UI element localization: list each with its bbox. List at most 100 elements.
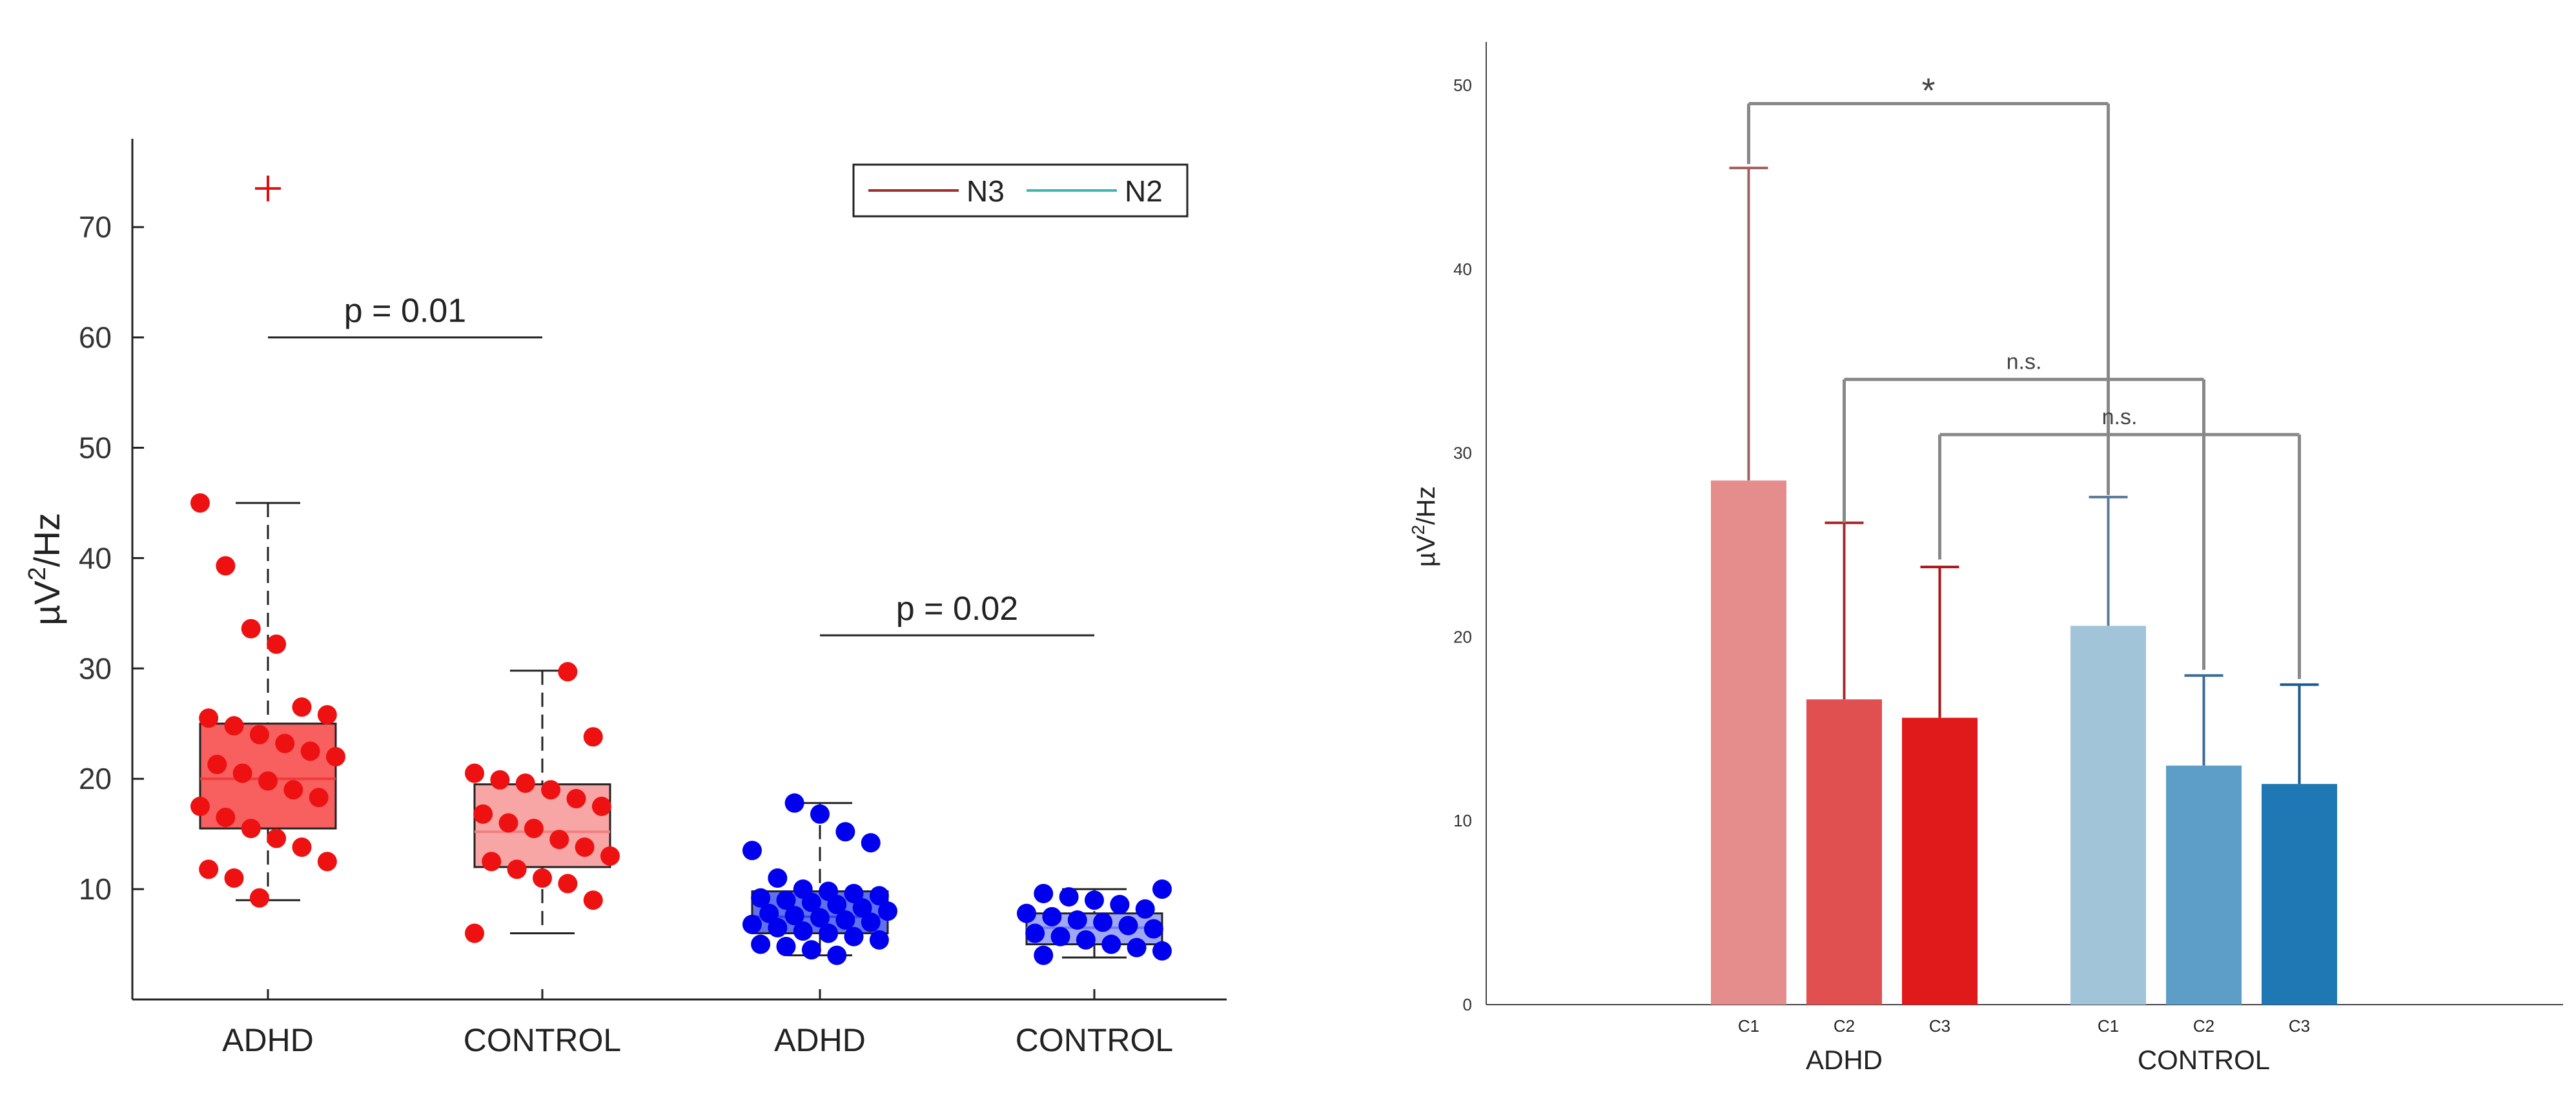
data-point (801, 892, 821, 912)
data-point (566, 788, 586, 808)
bar (1806, 699, 1882, 1005)
data-point (292, 837, 312, 857)
data-point (1152, 879, 1172, 899)
data-point (1093, 912, 1113, 932)
data-point (317, 852, 337, 872)
bar (1711, 480, 1786, 1005)
data-point (216, 808, 236, 828)
p-value-label: p = 0.02 (896, 590, 1018, 628)
y-tick-label: 10 (79, 872, 112, 906)
y-tick-label: 70 (79, 210, 112, 244)
y-tick-label: 30 (1453, 444, 1472, 463)
data-point (498, 813, 518, 833)
box-3 (1017, 879, 1172, 965)
data-point (768, 917, 788, 937)
data-point (515, 773, 535, 794)
data-point (190, 493, 210, 513)
bar-category-label: C3 (1929, 1016, 1950, 1036)
data-point (241, 819, 261, 839)
data-point (759, 903, 779, 923)
significance-bracket: * (1747, 71, 2110, 495)
data-point (583, 727, 603, 747)
data-point (1067, 910, 1087, 930)
bar (2070, 626, 2146, 1005)
y-label-sup: 2 (24, 567, 51, 580)
legend-label: N3 (966, 174, 1005, 208)
data-point (784, 793, 804, 813)
data-point (793, 921, 813, 941)
bar-group-control: C1 C2 C3 (2070, 495, 2337, 1036)
data-point (224, 716, 244, 736)
data-point (1152, 941, 1172, 961)
data-point (249, 888, 269, 908)
data-point (861, 833, 881, 853)
data-point (300, 741, 320, 761)
data-point (524, 819, 544, 839)
data-point (1034, 883, 1054, 903)
data-point (844, 927, 864, 947)
box-1 (465, 662, 620, 943)
bar (2262, 784, 2337, 1005)
data-point (1110, 895, 1130, 915)
data-point (869, 930, 889, 950)
data-point (283, 780, 303, 800)
y-tick-label: 50 (1453, 76, 1472, 95)
data-point (224, 868, 244, 888)
data-point (1017, 903, 1036, 923)
x-category-label: ADHD (222, 1022, 314, 1058)
data-point (309, 788, 329, 808)
y-tick-label: 0 (1463, 995, 1472, 1014)
data-point (326, 747, 345, 767)
data-point (784, 906, 804, 926)
significance-label: n.s. (2007, 350, 2042, 374)
data-point (819, 923, 839, 943)
bar-category-label: C1 (2098, 1016, 2119, 1036)
y-tick-label: 40 (1453, 260, 1472, 279)
data-point (768, 868, 788, 888)
data-point (249, 724, 269, 744)
significance-bracket: n.s. (1938, 405, 2301, 679)
data-point (216, 556, 236, 576)
significance-label: * (1921, 71, 1935, 110)
data-point (482, 852, 502, 872)
data-point (533, 868, 552, 888)
data-point (844, 883, 864, 903)
data-point (1135, 899, 1155, 919)
data-point (776, 890, 796, 910)
data-point (190, 796, 210, 816)
legend: N3 N2 (852, 163, 1189, 218)
y-tick-label: 10 (1453, 811, 1472, 830)
data-point (465, 763, 484, 783)
x-category-label: CONTROL (464, 1022, 621, 1058)
p-value-label: p = 0.01 (344, 292, 466, 330)
data-point (473, 804, 493, 824)
data-point (583, 890, 603, 910)
data-point (199, 708, 219, 728)
bar-category-label: C2 (1834, 1016, 1855, 1036)
data-point (810, 804, 830, 824)
data-point (1042, 906, 1062, 927)
data-point (1034, 945, 1054, 965)
data-point (199, 859, 219, 879)
bar-chart: 0 10 20 30 40 50 µV2/Hz C1 C2 C3 ADHD C1 C2 C3 CONTROL… (1408, 42, 2563, 1075)
data-point (558, 662, 578, 682)
data-point (465, 923, 484, 943)
data-point (1076, 930, 1096, 950)
data-point (490, 770, 510, 790)
y-tick-label: 20 (79, 762, 112, 795)
bar (1902, 717, 1978, 1005)
y-axis-label: µV2/Hz (1408, 486, 1440, 567)
data-point (317, 705, 337, 725)
y-label-base: µV (26, 580, 67, 626)
x-category-label: CONTROL (1016, 1022, 1173, 1058)
data-point (742, 841, 762, 861)
y-label-base: µV (1412, 535, 1440, 567)
significance-label: n.s. (2102, 405, 2138, 429)
data-point (267, 828, 287, 848)
data-point (507, 859, 527, 879)
legend-label: N2 (1125, 174, 1163, 208)
data-point (549, 830, 569, 850)
y-label-sup: 2 (1408, 525, 1428, 535)
data-point (852, 898, 872, 918)
